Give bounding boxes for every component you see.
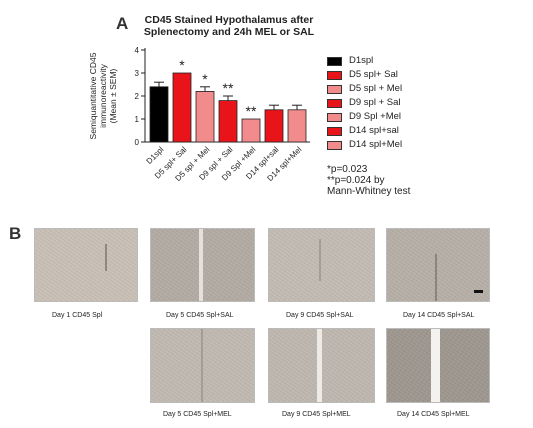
bar-4 [241, 118, 261, 143]
panel-b-label: B [9, 224, 22, 243]
significance-marker: ** [246, 103, 257, 119]
panel-a-label: A [116, 14, 129, 33]
significance-notes: *p=0.023 **p=0.024 by Mann-Whitney test [327, 164, 410, 197]
legend-swatch [327, 127, 342, 136]
micrograph-image [34, 228, 138, 302]
ventricle-line [317, 329, 322, 402]
ventricle-line [199, 229, 203, 301]
y-tick-label: 2 [135, 92, 140, 101]
y-axis-label-line: (Mean ± SEM) [108, 68, 118, 123]
ventricle-line [431, 329, 440, 402]
significance-marker: * [179, 57, 185, 73]
micrograph-caption: Day 1 CD45 Spl [52, 312, 103, 319]
micrograph-image [150, 328, 255, 403]
bar-1 [172, 72, 192, 143]
micrograph-caption: Day 5 CD45 Spl+SAL [166, 312, 234, 319]
x-tick-label: D1spl [145, 145, 166, 166]
note-line-3: Mann-Whitney test [327, 186, 411, 197]
y-tick-label: 3 [135, 69, 140, 78]
micrograph-caption: Day 14 CD45 Spl+MEL [397, 411, 470, 418]
legend-label: D5 spl+ Sal [349, 69, 398, 80]
micrograph-image [386, 228, 490, 302]
legend-swatch [327, 141, 342, 150]
bar-0 [149, 86, 169, 143]
legend-label: D9 spl + Sal [349, 97, 401, 108]
chart-title-line: CD45 Stained Hypothalamus after [145, 14, 314, 26]
note-line-1: *p=0.023 [327, 164, 368, 175]
micrograph-image [386, 328, 490, 403]
significance-marker: * [202, 71, 208, 87]
bar-5 [264, 109, 284, 143]
micrograph-image [268, 328, 375, 403]
ventricle-line [319, 239, 321, 281]
ventricle-line [435, 254, 437, 301]
note-line-2: **p=0.024 by [327, 175, 385, 186]
legend-swatch [327, 71, 342, 80]
legend-label: D5 spl + Mel [349, 83, 403, 94]
legend-swatch [327, 99, 342, 108]
micrograph-caption: Day 9 CD45 Spl+MEL [282, 411, 351, 418]
micrograph-image [268, 228, 375, 302]
legend-label: D9 Spl +Mel [349, 111, 402, 122]
cd45-bar-chart: CD45 Stained Hypothalamus afterSplenecto… [88, 14, 315, 183]
significance-marker: ** [223, 80, 234, 96]
scale-bar [474, 290, 483, 293]
legend-label: D1spl [349, 55, 374, 66]
ventricle-line [105, 244, 107, 271]
legend-swatch [327, 85, 342, 94]
bar-2 [195, 91, 215, 143]
y-axis-label-line: Semiquantitative CD45 [88, 52, 98, 139]
micrograph-caption: Day 14 CD45 Spl+SAL [403, 312, 475, 319]
micrograph-caption: Day 5 CD45 Spl+MEL [163, 411, 232, 418]
y-tick-label: 1 [135, 115, 140, 124]
legend-label: D14 spl+sal [349, 125, 399, 136]
y-axis-label-line: immunoreactivity [98, 63, 108, 128]
y-tick-label: 0 [135, 138, 140, 147]
chart-title-line: Splenectomy and 24h MEL or SAL [144, 26, 315, 38]
legend-label: D14 spl+Mel [349, 139, 403, 150]
legend-swatch [327, 113, 342, 122]
ventricle-line [201, 329, 203, 402]
micrograph-caption: Day 9 CD45 Spl+SAL [286, 312, 354, 319]
legend-swatch [327, 57, 342, 66]
bar-6 [287, 109, 307, 143]
bar-3 [218, 100, 238, 143]
micrograph-image [150, 228, 255, 302]
y-tick-label: 4 [135, 46, 140, 55]
